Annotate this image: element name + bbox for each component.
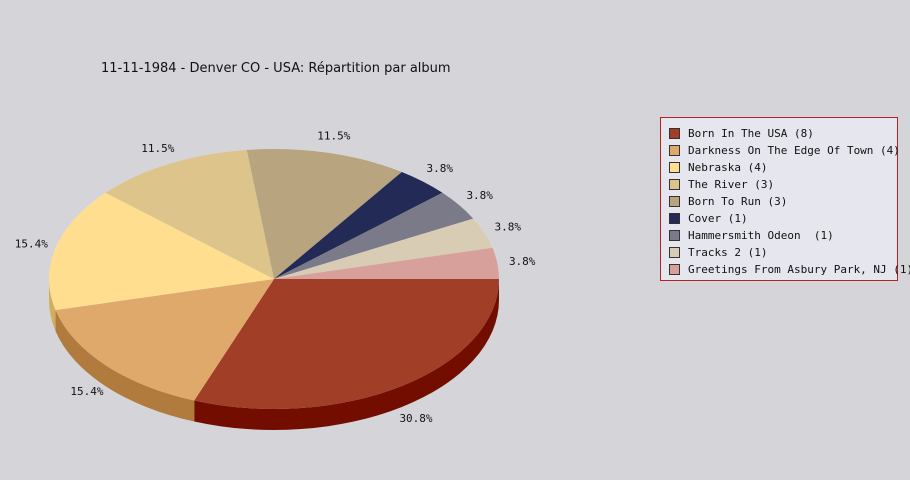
slice-percent-label: 11.5% [317, 129, 350, 142]
legend-label: Born To Run (3) [688, 195, 788, 208]
slice-percent-label: 3.8% [466, 189, 493, 202]
slice-percent-label: 3.8% [495, 221, 522, 234]
legend-swatch [669, 196, 680, 207]
pie-slice-side [49, 279, 56, 332]
pie-slice [274, 172, 443, 279]
legend-item: Darkness On The Edge Of Town (4) [669, 142, 900, 159]
pie-slice [274, 192, 474, 279]
legend-label: Cover (1) [688, 212, 748, 225]
pie-slice [274, 218, 493, 279]
legend-swatch [669, 162, 680, 173]
slice-percent-label: 3.8% [509, 255, 536, 268]
legend-label: Greetings From Asbury Park, NJ (1) [688, 263, 910, 276]
pie-slice [274, 247, 499, 279]
slice-percent-label: 30.8% [399, 412, 432, 425]
legend-label: Darkness On The Edge Of Town (4) [688, 144, 900, 157]
legend-item: Hammersmith Odeon (1) [669, 227, 897, 244]
legend-swatch [669, 264, 680, 275]
pie-slice [55, 279, 275, 401]
legend-swatch [669, 213, 680, 224]
pie-slice [105, 149, 274, 279]
legend-label: The River (3) [688, 178, 775, 191]
legend-item: Born In The USA (8) [669, 125, 897, 142]
slice-percent-label: 15.4% [70, 385, 103, 398]
legend-swatch [669, 247, 680, 258]
slice-percent-label: 11.5% [141, 142, 174, 155]
legend-swatch [669, 145, 680, 156]
pie-slice [194, 279, 499, 409]
legend-label: Nebraska (4) [688, 161, 768, 174]
chart-legend: Born In The USA (8) Darkness On The Edge … [660, 117, 910, 281]
pie-slice-side [194, 279, 499, 430]
legend-item: Born To Run (3) [669, 193, 897, 210]
legend-swatch [669, 179, 680, 190]
legend-label: Tracks 2 (1) [688, 246, 768, 259]
chart-title: 11-11-1984 - Denver CO - USA: Répartitio… [101, 61, 451, 76]
legend-item: The River (3) [669, 176, 897, 193]
legend-swatch [669, 128, 680, 139]
legend-item: Cover (1) [669, 210, 897, 227]
legend-item: Nebraska (4) [669, 159, 897, 176]
legend-label: Born In The USA (8) [688, 127, 814, 140]
legend-label: Hammersmith Odeon (1) [688, 229, 834, 242]
slice-percent-label: 3.8% [427, 162, 454, 175]
slice-percent-label: 15.4% [15, 238, 48, 251]
pie-slice-side [55, 310, 195, 422]
pie-slice [246, 148, 402, 279]
legend-item: Tracks 2 (1) [669, 244, 897, 261]
legend-item: Greetings From Asbury Park, NJ (1) [669, 261, 910, 278]
legend-swatch [669, 230, 680, 241]
pie-slice [49, 192, 274, 311]
